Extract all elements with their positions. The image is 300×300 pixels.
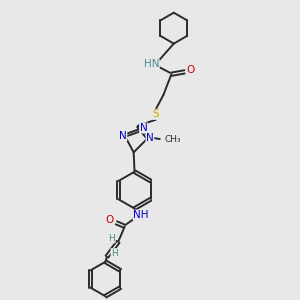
Text: N: N: [119, 130, 127, 141]
Text: N: N: [140, 123, 147, 133]
Text: H: H: [111, 249, 118, 258]
Text: O: O: [106, 215, 114, 225]
Text: H: H: [108, 234, 115, 243]
Text: CH₃: CH₃: [164, 134, 181, 143]
Text: N: N: [146, 133, 154, 143]
Text: S: S: [153, 109, 159, 119]
Text: NH: NH: [133, 210, 149, 220]
Text: O: O: [186, 65, 194, 75]
Text: HN: HN: [144, 59, 159, 69]
